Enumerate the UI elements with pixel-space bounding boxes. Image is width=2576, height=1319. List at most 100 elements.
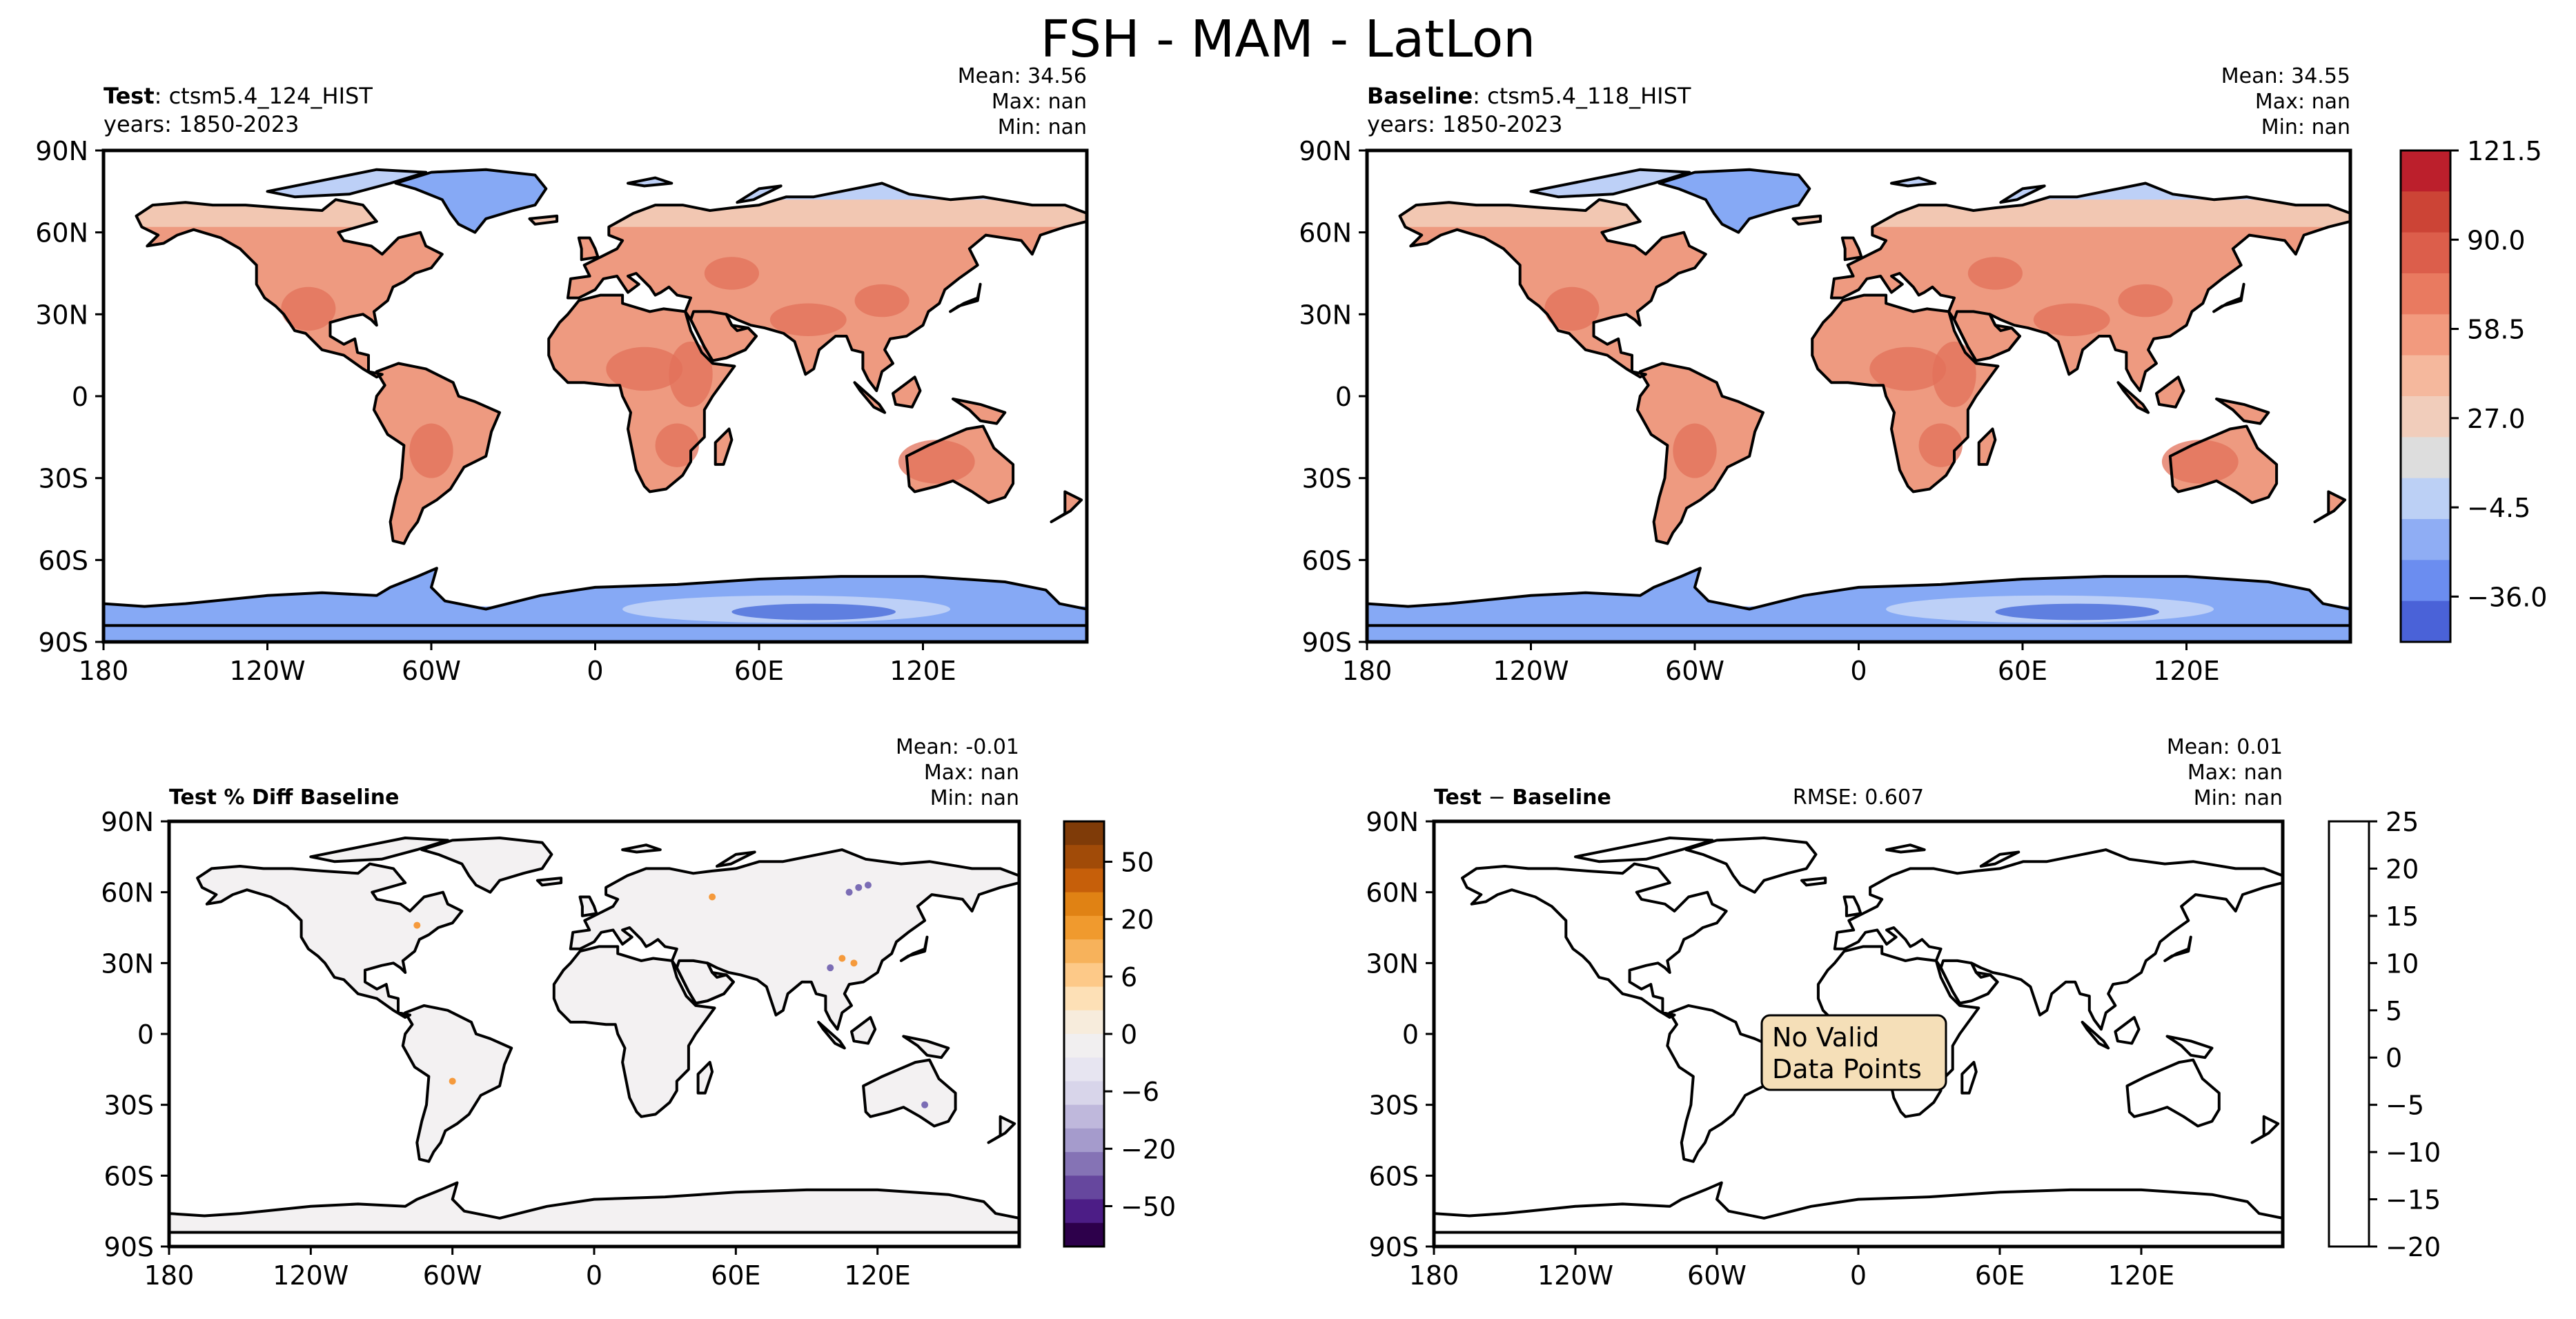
panel-title: Test − Baseline bbox=[1434, 785, 1611, 810]
coastline bbox=[2125, 1058, 2221, 1128]
coastline bbox=[675, 959, 735, 1005]
coastline bbox=[2114, 1016, 2141, 1045]
y-tick-label: 90S bbox=[104, 1232, 154, 1262]
y-tick-label: 60S bbox=[1369, 1161, 1419, 1191]
coastline bbox=[905, 424, 1015, 505]
land-fill bbox=[676, 960, 734, 1004]
panel-baseline: 180 120W 60W 0 60E 120E 90N 60N 30N 0 30S 60S 90S Mea… bbox=[1299, 64, 2352, 686]
y-tick-label: 90N bbox=[101, 807, 154, 837]
colorbar-tick-label: 20 bbox=[1121, 905, 1154, 935]
stat-min: Min: nan bbox=[930, 786, 1019, 810]
panel-test: 180 120W 60W 0 60E 120E 90N 60N 30N 0 30S 60S 90S Mea… bbox=[35, 64, 1089, 686]
colorbar-segment bbox=[1064, 986, 1104, 1011]
land-fill bbox=[863, 1059, 956, 1126]
x-tick-label: 60W bbox=[1687, 1260, 1747, 1291]
coastline bbox=[420, 837, 553, 894]
coastline bbox=[1979, 850, 2021, 868]
coastline bbox=[1960, 1061, 1978, 1095]
land-fill bbox=[1399, 199, 1706, 378]
colorbar-segment bbox=[1064, 1081, 1104, 1106]
coastline bbox=[952, 398, 1007, 425]
y-tick-label: 0 bbox=[1402, 1019, 1419, 1050]
coastline bbox=[1635, 362, 1764, 545]
y-tick-label: 60S bbox=[1302, 545, 1352, 576]
coastline bbox=[716, 850, 756, 868]
warm-region bbox=[281, 286, 336, 331]
colorbar-tick-label: 90.0 bbox=[2467, 225, 2526, 255]
coastline bbox=[2212, 282, 2245, 313]
coastline bbox=[902, 1035, 950, 1059]
colorbar-tick-label: −10 bbox=[2386, 1137, 2441, 1168]
diff-speck bbox=[449, 1077, 456, 1085]
y-tick-label: 0 bbox=[1335, 382, 1352, 412]
land-fill bbox=[2216, 399, 2269, 424]
coastline bbox=[1666, 1004, 1778, 1163]
coastline bbox=[899, 935, 929, 962]
colorbar-tick-label: 0 bbox=[2386, 1043, 2402, 1073]
coastline bbox=[2081, 1020, 2110, 1050]
coastline bbox=[2165, 1035, 2214, 1059]
colorbar-segment bbox=[2401, 191, 2450, 233]
x-tick-label: 60W bbox=[423, 1260, 482, 1291]
greenland-ice bbox=[1659, 169, 1810, 233]
land-fill bbox=[715, 429, 732, 465]
colorbar-tick-label: 50 bbox=[1121, 848, 1154, 878]
warm-region bbox=[769, 303, 847, 336]
coastline bbox=[2313, 490, 2347, 523]
stat-max: Max: nan bbox=[2255, 90, 2350, 114]
coastline bbox=[696, 1061, 714, 1095]
y-tick-label: 90N bbox=[1366, 807, 1419, 837]
coastline bbox=[2215, 398, 2270, 425]
diff-speck bbox=[709, 893, 716, 901]
coastline bbox=[309, 837, 449, 863]
colorbar-tick-label: 15 bbox=[2386, 901, 2419, 932]
colorbar-tick-label: −20 bbox=[1121, 1134, 1176, 1164]
colorbar-segment bbox=[1064, 1199, 1104, 1224]
land-fill bbox=[580, 897, 597, 916]
warm-region bbox=[704, 257, 759, 290]
x-tick-label: 120E bbox=[2108, 1260, 2175, 1291]
panel-title: Baseline: ctsm5.4_118_HIST bbox=[1367, 83, 1691, 109]
x-tick-label: 180 bbox=[79, 656, 129, 686]
stat-mean: Mean: -0.01 bbox=[896, 735, 1019, 759]
coastline bbox=[569, 848, 1019, 1031]
land-fill bbox=[311, 838, 448, 862]
x-tick-label: 180 bbox=[1409, 1260, 1459, 1291]
coastline bbox=[627, 176, 674, 188]
message-line-2: Data Points bbox=[1772, 1054, 1922, 1084]
y-tick-label: 30S bbox=[1302, 464, 1352, 494]
coastline bbox=[862, 1058, 957, 1128]
diff-speck bbox=[864, 881, 872, 889]
panel-pct-diff: 180 120W 60W 0 60E 120E 90N 60N 30N 0 30S 60S 90S Mea… bbox=[101, 735, 1021, 1291]
colorbar-segment bbox=[2401, 150, 2450, 192]
message-line-1: No Valid bbox=[1772, 1022, 1879, 1053]
y-tick-label: 90S bbox=[1302, 627, 1352, 658]
coastline bbox=[987, 1115, 1016, 1144]
coastline bbox=[1829, 182, 2350, 393]
warm-region bbox=[1673, 423, 1717, 478]
coastline bbox=[2250, 1115, 2280, 1144]
coastline bbox=[621, 843, 662, 854]
stat-mean: Mean: 0.01 bbox=[2167, 735, 2283, 759]
colorbar-segment bbox=[1064, 1222, 1104, 1247]
coastline bbox=[1811, 293, 2000, 494]
coastline bbox=[169, 1181, 1019, 1234]
warm-region bbox=[854, 284, 910, 317]
map-pct-diff bbox=[169, 821, 1019, 1247]
land-fill bbox=[1842, 237, 1862, 260]
x-tick-label: 60E bbox=[711, 1260, 760, 1291]
title-bold: Test bbox=[1434, 785, 1482, 810]
colorbar-segment bbox=[1064, 963, 1104, 988]
colorbar-segment bbox=[1064, 1034, 1104, 1058]
diff-speck bbox=[845, 888, 853, 896]
stat-min: Min: nan bbox=[998, 115, 1087, 139]
colorbar-segment bbox=[1064, 821, 1104, 846]
coastline bbox=[1050, 490, 1083, 523]
title-bold: Test % Diff Baseline bbox=[169, 785, 400, 810]
coastline bbox=[1885, 843, 1926, 854]
panel-abs-diff: 180 120W 60W 0 60E 120E 90N 60N 30N 0 30S 60S 90S Mea… bbox=[1366, 735, 2285, 1291]
colorbar-segment bbox=[1064, 1104, 1104, 1129]
coastline bbox=[566, 182, 1087, 393]
coastline bbox=[689, 310, 758, 362]
